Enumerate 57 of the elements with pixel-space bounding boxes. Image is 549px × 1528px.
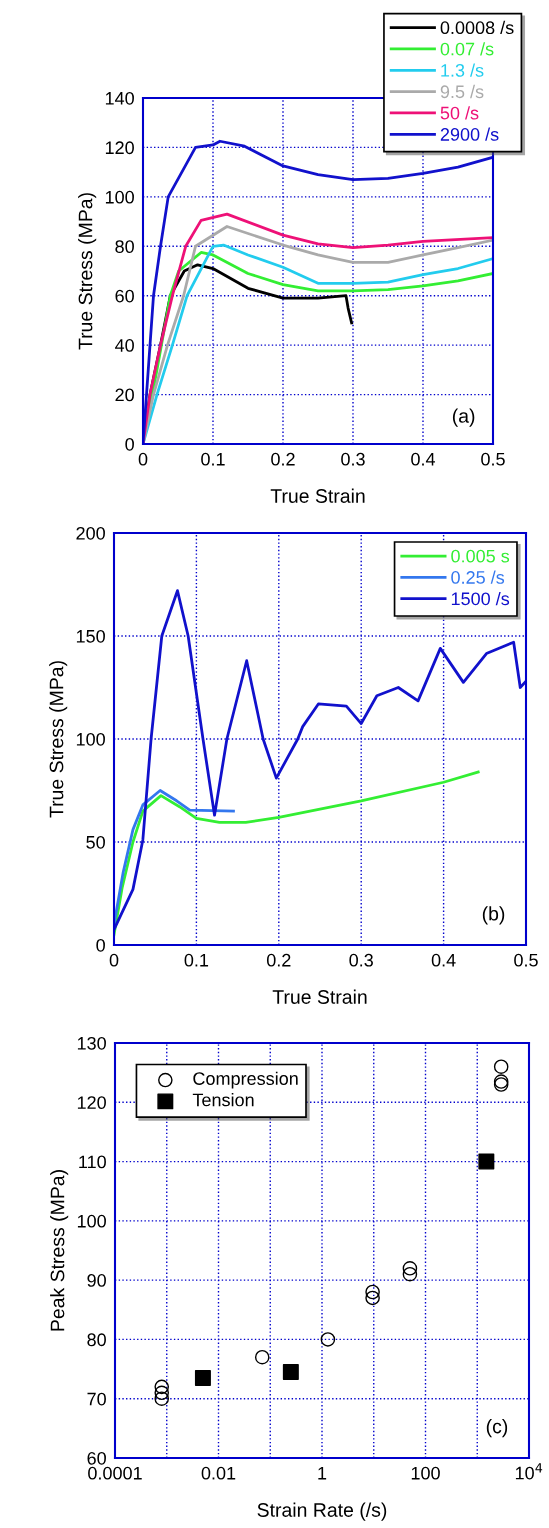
x-tick-label: 0.3: [349, 953, 373, 967]
y-tick-label: 140: [105, 91, 134, 105]
legend-label: Compression: [193, 1071, 298, 1089]
y-tick-label: 100: [105, 190, 134, 204]
legend-label: 1500 /s: [451, 591, 510, 606]
y-tick-label: 50: [86, 835, 105, 849]
annotation: (c): [486, 1419, 508, 1438]
legend-label: 2900 /s: [440, 127, 499, 141]
y-tick-label: 20: [115, 388, 134, 402]
x-tick-label: 0.5: [481, 452, 505, 466]
y-tick-label: 100: [76, 732, 105, 746]
y-tick-label: 0: [125, 437, 134, 451]
y-tick-label: 120: [77, 1096, 106, 1110]
y-tick-label: 80: [87, 1333, 106, 1347]
y-axis-title: Peak Stress (MPa): [50, 1170, 69, 1331]
legend-label: 0.005 s: [451, 549, 510, 563]
x-tick-label: 0.1: [184, 953, 209, 967]
y-tick-label: 150: [76, 629, 105, 643]
x-tick-label: 1: [318, 1467, 327, 1480]
legend-label: 50 /s: [440, 106, 479, 120]
y-tick-label: 130: [77, 1036, 106, 1050]
y-tick-label: 0: [96, 938, 105, 952]
x-tick-label: 0.0001: [88, 1466, 142, 1480]
y-tick-label: 110: [79, 1155, 106, 1169]
legend-label: 0.25 /s: [451, 570, 505, 584]
y-tick-label: 100: [77, 1214, 106, 1228]
y-tick-label: 70: [87, 1392, 106, 1406]
y-tick-label: 40: [115, 339, 134, 352]
x-tick-label: 0.4: [411, 452, 436, 466]
annotation: (b): [482, 906, 505, 925]
x-tick-label: 10$^{4}$: [515, 1463, 543, 1480]
legend-label: 9.5 /s: [440, 84, 484, 99]
x-tick-label: 0.2: [271, 452, 295, 466]
x-tick-label: 0.3: [341, 452, 365, 466]
x-tick-label: 0.1: [201, 452, 225, 466]
annotation: (a): [452, 408, 475, 427]
y-tick-label: 60: [87, 1451, 106, 1465]
x-tick-label: 100: [411, 1466, 440, 1480]
y-tick-label: 80: [115, 240, 134, 254]
x-axis-title: True Strain: [270, 488, 365, 503]
y-axis-title: True Stress (MPa): [78, 193, 97, 350]
x-tick-label: 0: [138, 452, 148, 466]
x-axis-title: Strain Rate (/s): [257, 1502, 387, 1521]
x-tick-label: 0.5: [514, 953, 538, 967]
y-axis-title: True Stress (MPa): [49, 661, 68, 818]
legend-label: 0.0008 /s: [440, 20, 514, 35]
y-tick-label: 200: [76, 526, 105, 540]
x-tick-label: 0.2: [266, 953, 291, 967]
legend-label: Tension: [192, 1093, 254, 1107]
legend-label: 1.3 /s: [441, 63, 484, 77]
y-tick-label: 120: [105, 141, 134, 155]
x-tick-label: 0.4: [431, 953, 456, 967]
y-tick-label: 90: [87, 1274, 106, 1287]
x-tick-label: 0.01: [201, 1466, 236, 1480]
y-tick-label: 60: [115, 289, 134, 303]
x-axis-title: True Strain: [272, 989, 367, 1004]
legend-label: 0.07 /s: [440, 42, 494, 56]
